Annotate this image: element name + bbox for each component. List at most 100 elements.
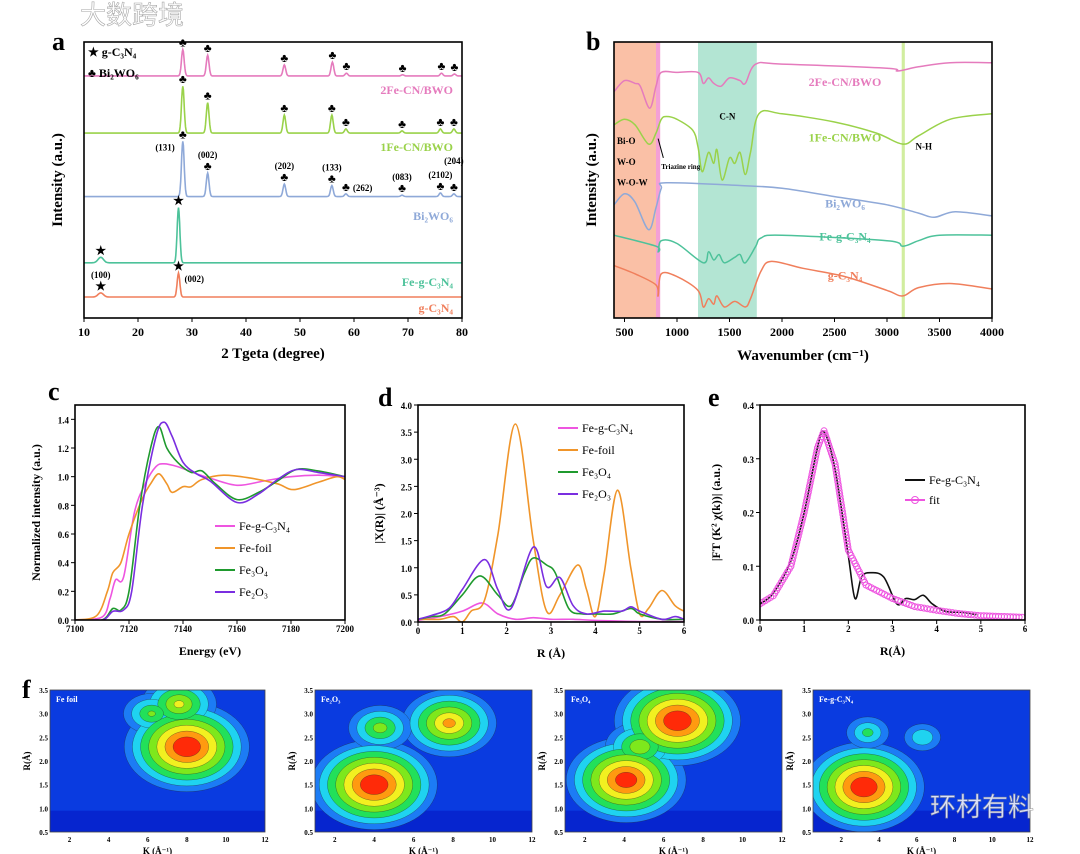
xrd-series-line [84,86,462,134]
xrd-peak-marker: ♣ [204,89,212,103]
c-series-line [75,425,345,620]
e-fit-marker [1018,613,1025,620]
xrd-xtick-label: 10 [78,325,90,339]
d-y-axis-title: |X(R)| (Å⁻³) [372,483,386,543]
wavelet-ytick-label: 2.5 [304,734,313,742]
ftir-series-line [614,109,992,181]
panel-label-e: e [708,383,720,412]
wavelet-y-axis-title: R(Å) [287,752,297,771]
xrd-xtick-label: 40 [240,325,252,339]
ftir-series-line [614,260,992,308]
ftir-band-label: W-O-W [617,178,648,188]
wavelet-xtick-label: 12 [262,836,270,844]
wavelet-xtick-label: 4 [622,836,626,844]
xrd-peak-marker: ★ [95,243,106,257]
ftir-band-label: C-N [719,111,735,121]
xrd-peak-marker: ♣ [438,59,446,73]
xrd-series-label: Bi₂WO₆ [413,209,453,223]
xrd-hkl-label: (002) [198,150,218,160]
c-legend-label: Fe-foil [239,541,272,555]
xrd-xtick-label: 50 [294,325,306,339]
wavelet-xtick-label: 2 [333,836,337,844]
d-x-axis-title: R (Å) [537,646,565,660]
d-ytick-label: 1.0 [401,564,413,574]
e-fit-marker [760,600,764,608]
wavelet-ytick-label: 2.5 [802,734,811,742]
wavelet-ytick-label: 2.5 [39,734,48,742]
wavelet-map-title: Fe₃O₄ [571,695,591,704]
xrd-hkl-label: (202) [275,161,295,171]
wavelet-x-axis-title: K (Å⁻¹) [143,846,172,854]
xrd-peak-marker: ♣ [450,115,458,129]
ftir-series-label: 2Fe-CN/BWO [809,75,882,89]
d-xtick-label: 6 [682,626,687,636]
ftir-frame [613,41,993,319]
d-xtick-label: 5 [637,626,642,636]
ftir-series-label: Bi₂WO₆ [825,197,865,211]
wavelet-ytick-label: 0.5 [554,829,563,837]
xrd-peak-marker: ♣ [342,180,350,194]
d-series-line [418,557,684,621]
c-ytick-label: 1.4 [58,415,70,425]
e-xtick-label: 5 [979,624,984,634]
wavelet-contour [147,710,156,717]
c-ytick-label: 0.6 [58,530,70,540]
c-legend-label: Fe₃O₄ [239,563,268,577]
c-ytick-label: 1.2 [58,444,70,454]
xrd-xtick-label: 20 [132,325,144,339]
c-xtick-label: 7180 [282,624,301,634]
d-legend-label: Fe₃O₄ [582,465,611,479]
ftir-band [901,42,905,318]
e-ytick-label: 0.4 [743,401,755,411]
wavelet-contour [372,722,388,734]
xrd-series-label: Fe-g-C₃N₄ [402,275,454,289]
wavelet-ytick-label: 1.5 [554,782,563,790]
e-ytick-label: 0.0 [743,616,755,626]
xrd-hkl-label: (2102) [428,170,452,180]
wavelet-contour [911,729,933,746]
c-xtick-label: 7120 [120,624,139,634]
wavelet-contour [442,718,456,728]
wavelet-xtick-label: 8 [953,836,957,844]
ftir-series-line [614,181,992,231]
xrd-series-line [84,141,462,198]
wavelet-xtick-label: 10 [989,836,997,844]
panel-label-b: b [586,27,600,56]
ftir-x-axis-title: Wavenumber (cm⁻¹) [737,348,869,364]
d-xtick-label: 3 [549,626,554,636]
wavelet-xtick-label: 2 [68,836,72,844]
ftir-xtick-label: 2000 [770,325,794,339]
wavelet-x-axis-title: K (Å⁻¹) [907,846,936,854]
d-ytick-label: 0.0 [401,618,413,628]
xrd-peak-marker: ★ [95,279,106,293]
ftir-series-label: Fe-g-C₃N₄ [819,230,871,244]
watermark-right: 环材有料 [930,793,1034,823]
wavelet-xtick-label: 12 [779,836,787,844]
wavelet-map [50,690,265,832]
d-ytick-label: 1.5 [401,537,413,547]
wavelet-ytick-label: 3.0 [39,711,48,719]
xrd-series-line [84,269,462,298]
c-legend-label: Fe₂O₃ [239,585,268,599]
xrd-series-line [84,46,462,77]
wavelet-ytick-label: 2.0 [39,758,48,766]
wavelet-xtick-label: 6 [412,836,416,844]
xrd-peak-marker: ♣ [436,115,444,129]
wavelet-xtick-label: 2 [583,836,587,844]
panel-label-f: f [22,675,31,704]
xrd-peak-marker: ★ [173,259,184,273]
wavelet-xtick-label: 6 [146,836,150,844]
ftir-xtick-label: 1000 [665,325,689,339]
e-xtick-label: 1 [802,624,807,634]
xrd-peak-marker: ♣ [436,179,444,193]
wavelet-x-axis-title: K (Å⁻¹) [409,846,438,854]
d-legend-label: Fe₂O₃ [582,487,611,501]
xrd-peak-marker: ♣ [204,41,212,55]
wavelet-ytick-label: 1.5 [39,782,48,790]
wavelet-contour [629,739,651,755]
wavelet-ytick-label: 3.0 [802,711,811,719]
wavelet-frame [49,689,266,833]
ftir-series-label: 1Fe-CN/BWO [809,130,882,144]
d-ytick-label: 3.5 [401,428,413,438]
xrd-hkl-label: (262) [353,183,373,193]
